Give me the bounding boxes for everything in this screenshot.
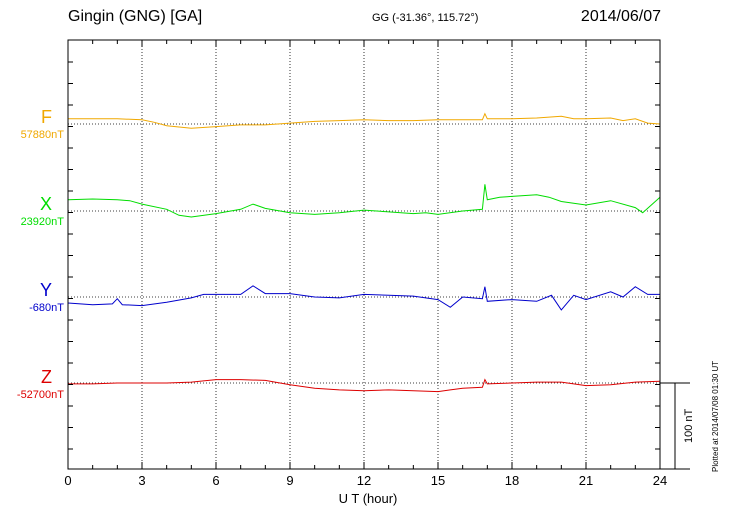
axis-ticks <box>67 40 661 469</box>
plot-date: 2014/06/07 <box>580 8 661 25</box>
series-Z <box>68 378 661 393</box>
x-tick-label-24: 24 <box>653 473 667 488</box>
channel-label-X: X 23920nT <box>21 195 64 229</box>
x-tick-label-18: 18 <box>505 473 519 488</box>
channel-component-X: X <box>39 194 52 214</box>
x-tick-label-21: 21 <box>579 473 593 488</box>
data-series <box>67 112 661 393</box>
x-tick-label-3: 3 <box>138 473 145 488</box>
channel-component-Z: Z <box>41 367 52 387</box>
channel-label-Y: Y -680nT <box>29 281 64 315</box>
x-tick-labels: 0 3 6 9 12 15 18 21 24 <box>64 473 667 488</box>
plot-frame <box>67 39 661 470</box>
series-X <box>67 184 661 218</box>
grid-lines <box>141 40 587 469</box>
x-tick-label-15: 15 <box>431 473 445 488</box>
channel-component-Y: Y <box>39 280 52 300</box>
channel-baseline-value-X: 23920nT <box>20 216 64 228</box>
scale-bar <box>660 382 690 470</box>
channel-label-Z: Z -52700nT <box>17 368 64 402</box>
plotted-timestamp: Plotted at 2014/07/08 01:30 UT <box>711 360 720 472</box>
x-tick-label-6: 6 <box>212 473 219 488</box>
channel-label-F: F 57880nT <box>21 108 64 142</box>
x-tick-label-9: 9 <box>286 473 293 488</box>
scale-bar-label: 100 nT <box>683 408 695 443</box>
x-axis-label: U T (hour) <box>339 491 398 506</box>
channel-component-F: F <box>41 107 52 127</box>
station-coordinates: GG (-31.36°, 115.72°) <box>372 12 479 24</box>
series-F <box>68 112 661 129</box>
channel-baseline-value-F: 57880nT <box>20 129 64 141</box>
channel-baseline-value-Z: -52700nT <box>16 389 64 401</box>
channel-baseline-value-Y: -680nT <box>29 302 64 314</box>
series-Y <box>67 285 660 311</box>
x-tick-label-12: 12 <box>357 473 371 488</box>
station-title: Gingin (GNG) [GA] <box>68 8 203 25</box>
x-tick-label-0: 0 <box>64 473 71 488</box>
